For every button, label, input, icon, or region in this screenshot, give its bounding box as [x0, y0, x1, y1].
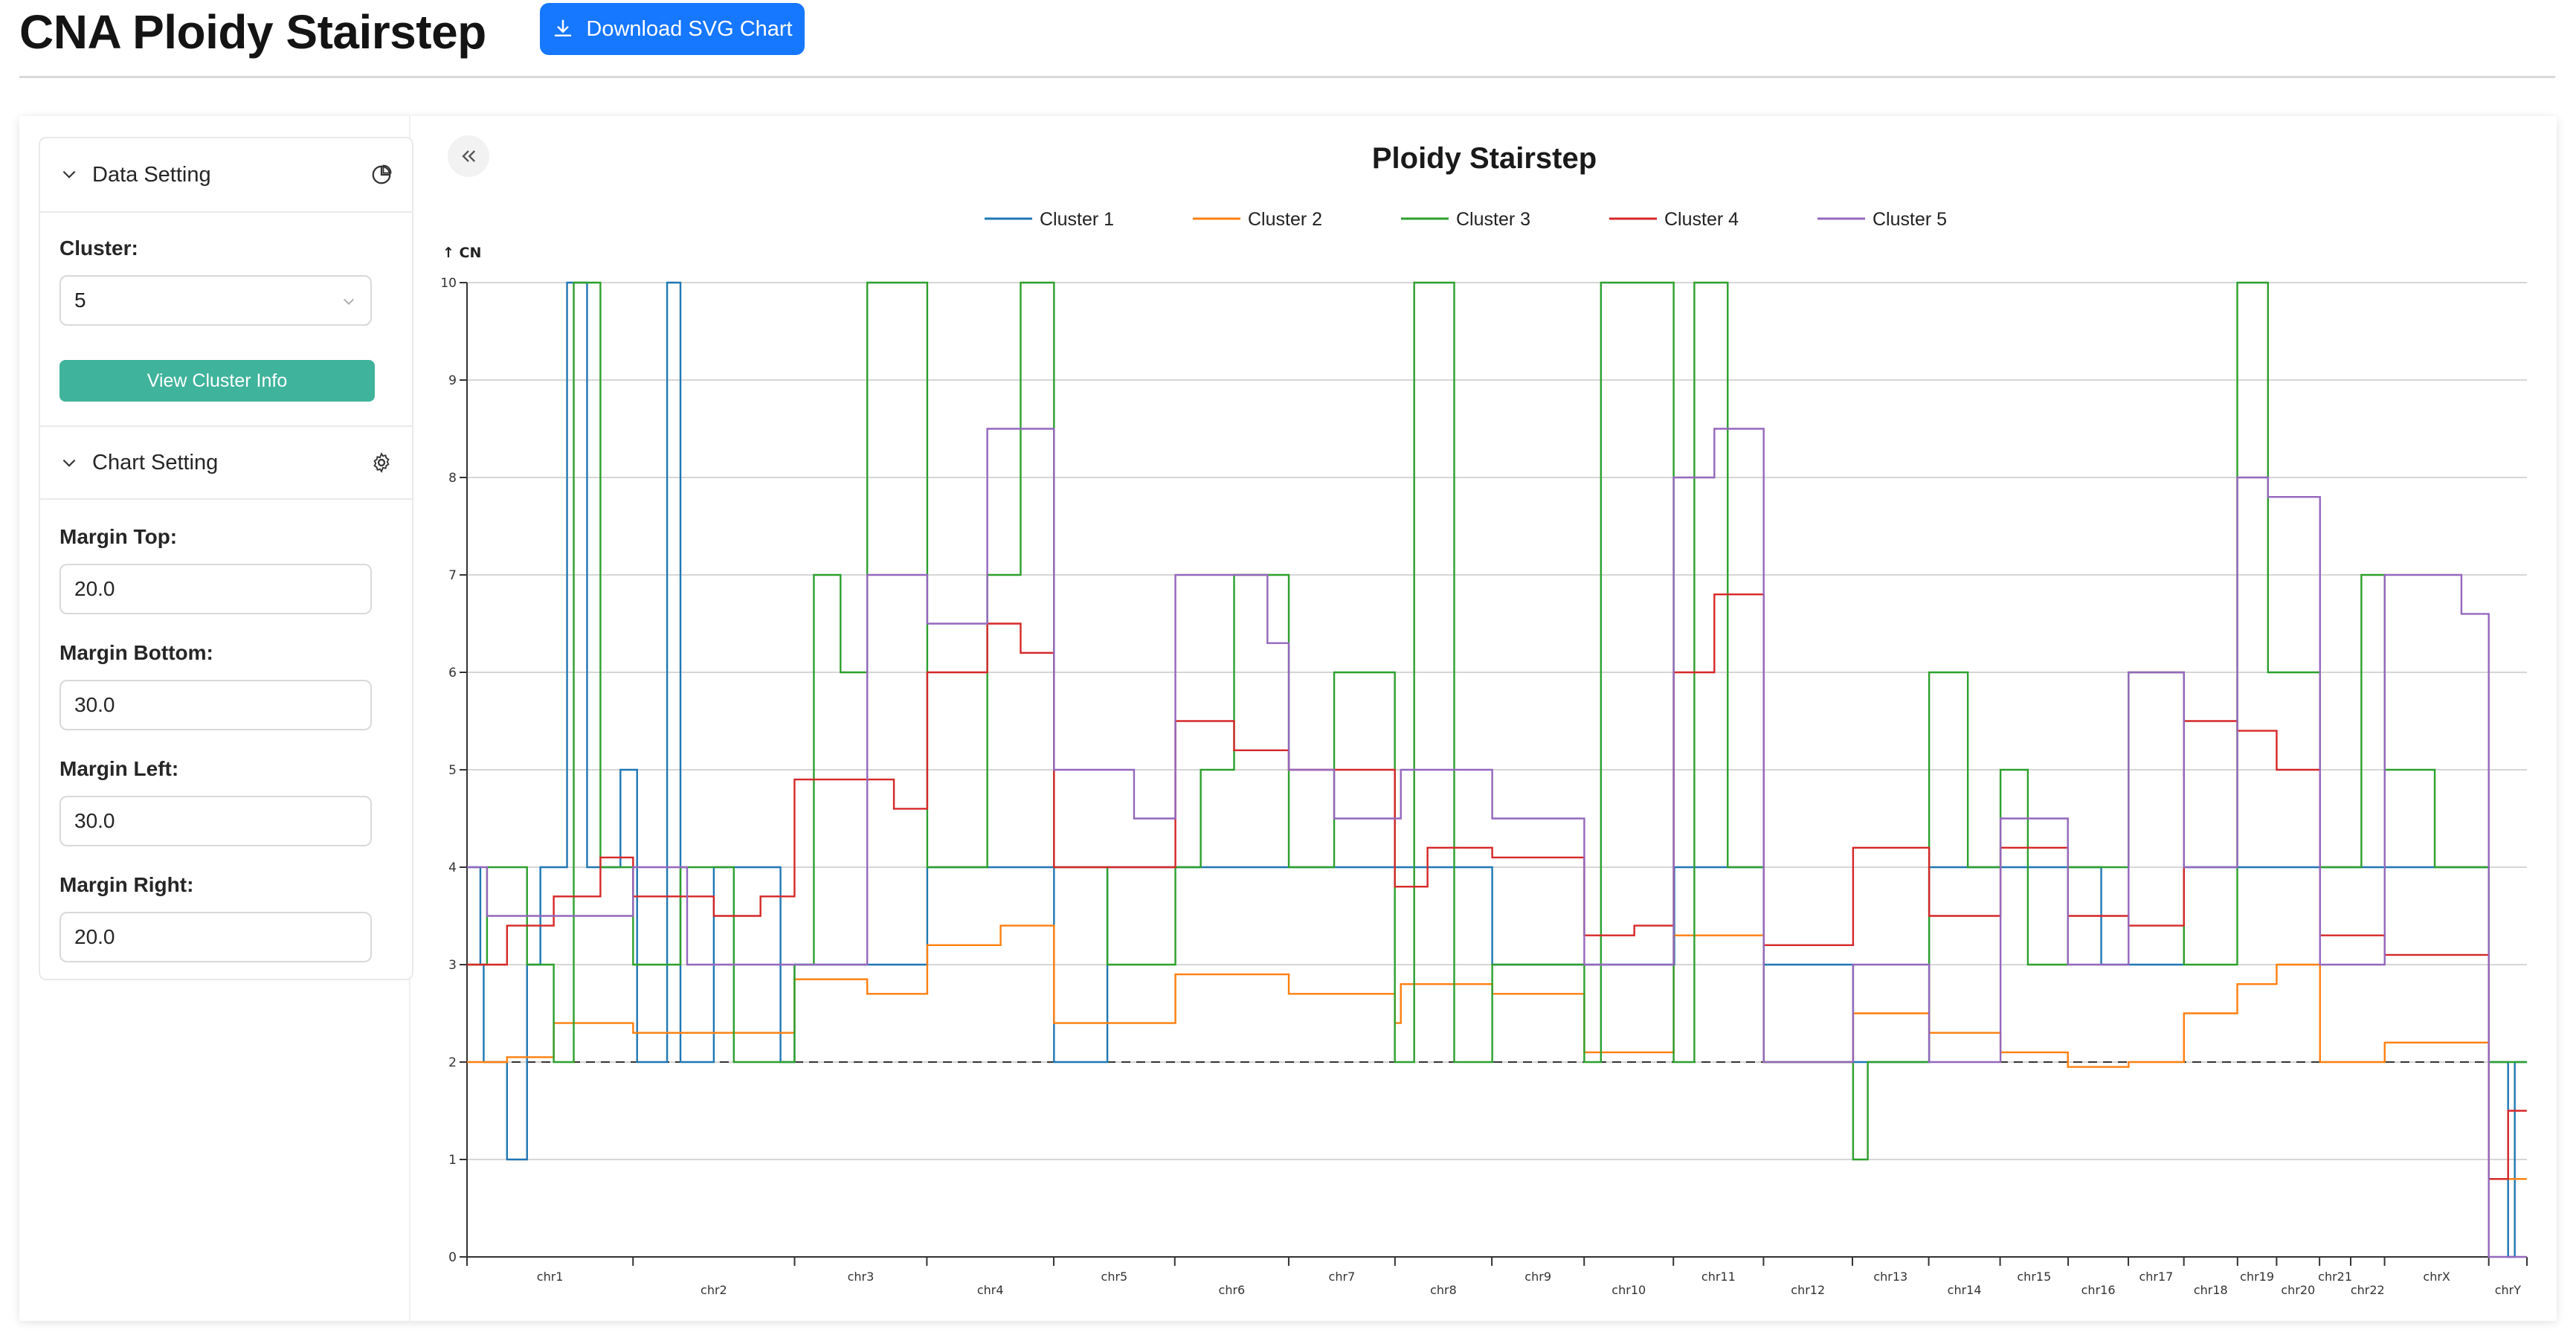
margin-right-label: Margin Right: — [59, 873, 194, 896]
y-tick-label: 4 — [448, 860, 457, 875]
download-icon — [555, 19, 572, 36]
cluster-select[interactable]: 5 — [59, 275, 372, 326]
margin-bottom-input[interactable]: 30.0 — [59, 680, 372, 730]
x-tick-label: chr18 — [2194, 1283, 2228, 1297]
series-line — [467, 924, 2527, 1180]
data-setting-header[interactable]: Data Setting — [40, 138, 412, 213]
chart-axes: 0 1 2 3 4 5 6 7 8 9 10 chr1 chr2 chr3 chr4 chr5 chr6 chr7… — [440, 276, 2528, 1297]
margin-top-input[interactable]: 20.0 — [59, 564, 372, 614]
chevron-down-icon — [343, 298, 355, 305]
x-tick-label: chr3 — [848, 1270, 875, 1284]
gear-icon — [373, 452, 390, 473]
top-bar: CNA Ploidy Stairstep Download SVG Chart — [0, 0, 2576, 78]
x-tick-label: chr4 — [977, 1283, 1004, 1297]
x-tick-label: chr2 — [701, 1283, 727, 1297]
y-tick-label: 7 — [448, 568, 457, 583]
chart-area: Ploidy Stairstep ↑ CN Cluster 1 Cluster 2… — [19, 116, 2557, 1321]
x-tick-label: chr11 — [1701, 1270, 1736, 1284]
legend-label: Cluster 5 — [1873, 209, 1947, 230]
data-setting-title: Data Setting — [92, 162, 211, 187]
x-tick-label: chr17 — [2139, 1270, 2173, 1284]
x-tick-label: chr15 — [2017, 1270, 2051, 1284]
double-chevron-left-icon — [462, 150, 475, 162]
chart-setting-header[interactable]: Chart Setting — [40, 425, 412, 500]
x-tick-label: chr21 — [2318, 1270, 2352, 1284]
y-tick-label: 8 — [448, 471, 457, 486]
y-tick-label: 0 — [448, 1250, 457, 1265]
x-tick-label: chrY — [2495, 1283, 2522, 1297]
legend-label: Cluster 2 — [1248, 209, 1322, 230]
margin-right-input[interactable]: 20.0 — [59, 912, 372, 962]
y-tick-label: 6 — [448, 666, 457, 681]
margin-bottom-label: Margin Bottom: — [59, 641, 213, 664]
x-tick-label: chr22 — [2351, 1283, 2385, 1297]
x-tick-label: chr19 — [2240, 1270, 2274, 1284]
y-axis-label: ↑ CN — [442, 245, 481, 261]
legend-label: Cluster 4 — [1664, 209, 1739, 230]
x-tick-label: chr12 — [1791, 1283, 1825, 1297]
x-tick-label: chrX — [2423, 1270, 2450, 1284]
x-tick-label: chr16 — [2081, 1283, 2116, 1297]
chart-setting-title: Chart Setting — [92, 450, 219, 475]
x-tick-label: chr14 — [1948, 1283, 1982, 1297]
page-title: CNA Ploidy Stairstep — [19, 5, 486, 59]
collapse-sidebar-button[interactable] — [448, 135, 489, 177]
y-tick-label: 9 — [448, 373, 457, 388]
x-tick-label: chr13 — [1873, 1270, 1907, 1284]
x-tick-label: chr9 — [1524, 1270, 1551, 1284]
x-tick-label: chr8 — [1430, 1283, 1457, 1297]
cluster-label: Cluster: — [59, 237, 138, 260]
chart-title: Ploidy Stairstep — [1372, 142, 1597, 175]
margin-top-label: Margin Top: — [59, 525, 178, 548]
chevron-down-icon — [62, 170, 76, 178]
x-tick-label: chr10 — [1611, 1283, 1646, 1297]
settings-sidebar: Data Setting Cluster: 5 View Cluster Inf… — [39, 137, 413, 980]
x-tick-label: chr5 — [1101, 1270, 1128, 1284]
chevron-down-icon — [62, 459, 76, 467]
x-tick-label: chr1 — [537, 1270, 564, 1284]
margin-left-label: Margin Left: — [59, 757, 179, 780]
download-button-label: Download SVG Chart — [586, 16, 793, 41]
cluster-select-value: 5 — [74, 289, 86, 312]
margin-left-input[interactable]: 30.0 — [59, 796, 372, 846]
legend-label: Cluster 1 — [1040, 209, 1114, 230]
ploidy-stairstep-chart: Ploidy Stairstep ↑ CN Cluster 1 Cluster 2… — [440, 142, 2528, 1297]
y-tick-label: 3 — [448, 958, 457, 973]
series-line — [467, 428, 2527, 1258]
y-tick-label: 10 — [440, 276, 457, 291]
download-svg-button[interactable]: Download SVG Chart — [540, 3, 805, 55]
y-tick-label: 1 — [448, 1153, 457, 1168]
x-tick-label: chr20 — [2281, 1283, 2315, 1297]
chart-legend: Cluster 1 Cluster 2 Cluster 3 Cluster 4 Clus… — [985, 209, 1947, 230]
chart-series — [467, 281, 2527, 1258]
header-divider — [19, 76, 2555, 78]
x-tick-label: chr7 — [1329, 1270, 1356, 1284]
y-tick-label: 2 — [448, 1055, 457, 1070]
series-line — [467, 593, 2527, 1180]
legend-label: Cluster 3 — [1456, 209, 1530, 230]
pie-chart-icon — [372, 164, 392, 184]
x-tick-label: chr6 — [1219, 1283, 1246, 1297]
y-tick-label: 5 — [448, 763, 457, 778]
view-cluster-info-button[interactable]: View Cluster Info — [59, 360, 375, 402]
main-panel: Data Setting Cluster: 5 View Cluster Inf… — [19, 116, 2557, 1321]
